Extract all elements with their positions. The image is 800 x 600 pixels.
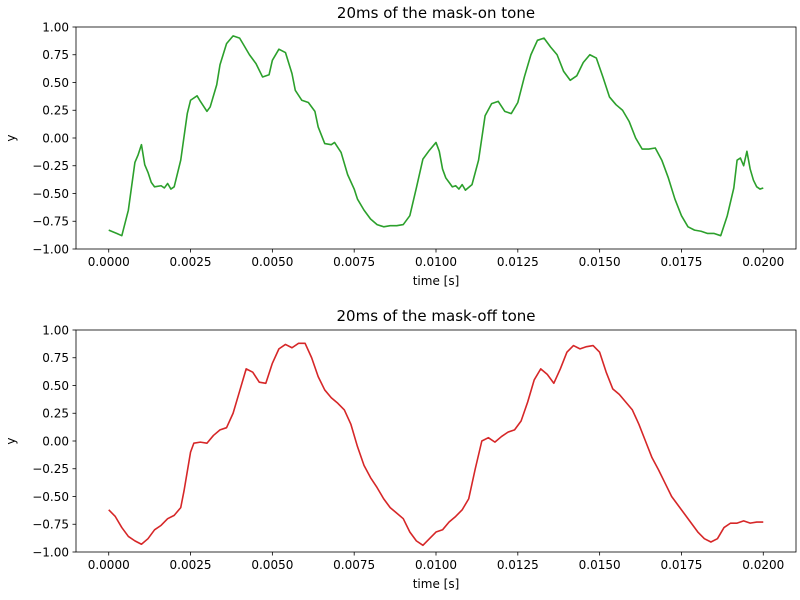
y-tick-label: 0.00 [42,434,69,448]
x-tick-label: 0.0200 [742,255,784,269]
y-tick-label: 1.00 [42,20,69,34]
y-axis-label: y [4,437,18,444]
y-tick-label: 0.75 [42,48,69,62]
x-tick-label: 0.0200 [742,558,784,572]
y-tick-label: 0.00 [42,131,69,145]
x-tick-label: 0.0175 [660,558,702,572]
y-tick-label: −0.50 [32,490,69,504]
y-tick-label: −0.25 [32,159,69,173]
x-axis-label: time [s] [413,577,460,591]
y-tick-label: 0.50 [42,379,69,393]
y-tick-label: 1.00 [42,323,69,337]
x-tick-label: 0.0025 [170,558,212,572]
x-tick-label: 0.0050 [251,558,293,572]
x-tick-label: 0.0100 [415,255,457,269]
x-tick-label: 0.0000 [88,255,130,269]
x-tick-label: 0.0050 [251,255,293,269]
x-tick-label: 0.0150 [579,558,621,572]
y-tick-label: 0.25 [42,407,69,421]
y-tick-label: −0.75 [32,215,69,229]
x-tick-label: 0.0150 [579,255,621,269]
chart-title: 20ms of the mask-on tone [337,4,535,22]
x-tick-label: 0.0075 [333,255,375,269]
y-axis-label: y [4,134,18,141]
y-tick-label: −1.00 [32,242,69,256]
chart-title: 20ms of the mask-off tone [337,307,536,325]
series-line-1 [108,342,764,547]
y-tick-label: 0.50 [42,76,69,90]
series-line-1 [108,35,764,237]
x-tick-label: 0.0125 [497,558,539,572]
y-tick-label: −0.75 [32,518,69,532]
x-tick-label: 0.0125 [497,255,539,269]
x-tick-label: 0.0075 [333,558,375,572]
y-tick-label: −0.50 [32,187,69,201]
chart-2: 0.0000 0.0025 0.0050 0.0075 0.0100 0.0125 0.01… [4,307,797,591]
y-tick-label: 0.25 [42,104,69,118]
x-tick-label: 0.0100 [415,558,457,572]
y-tick-label: −0.25 [32,462,69,476]
x-tick-label: 0.0000 [88,558,130,572]
y-tick-label: 0.75 [42,351,69,365]
y-tick-label: −1.00 [32,545,69,559]
x-tick-label: 0.0025 [170,255,212,269]
x-axis-label: time [s] [413,274,460,288]
chart-1: 0.0000 0.0025 0.0050 0.0075 0.0100 0.0125 0.01… [4,4,797,288]
x-tick-label: 0.0175 [660,255,702,269]
